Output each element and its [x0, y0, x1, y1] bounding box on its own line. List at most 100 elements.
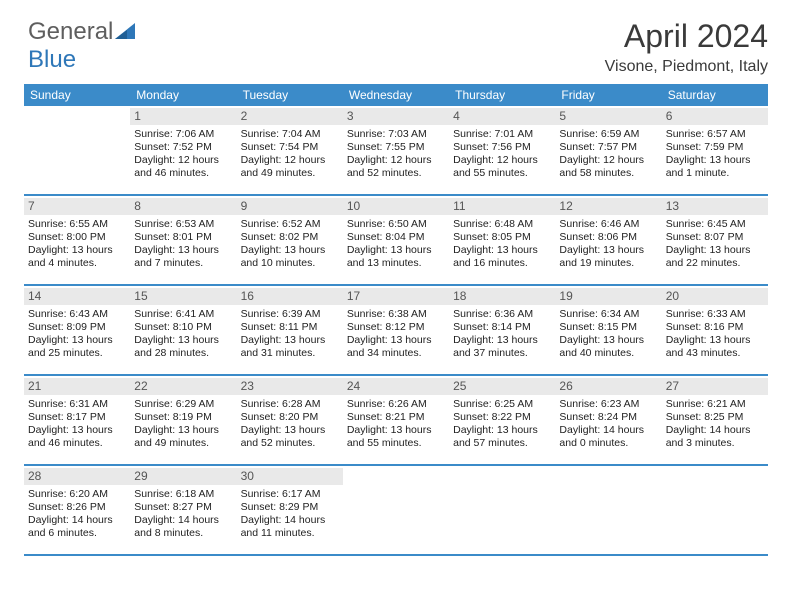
sunset-line: Sunset: 8:19 PM: [134, 411, 232, 424]
day-cell: [449, 466, 555, 554]
sunset-line: Sunset: 8:15 PM: [559, 321, 657, 334]
daylight-line: Daylight: 13 hours and 16 minutes.: [453, 244, 551, 270]
dow-cell: Tuesday: [237, 84, 343, 106]
day-cell: 10Sunrise: 6:50 AMSunset: 8:04 PMDayligh…: [343, 196, 449, 284]
day-number: 17: [343, 288, 449, 305]
sunrise-line: Sunrise: 6:39 AM: [241, 308, 339, 321]
daylight-line: Daylight: 14 hours and 8 minutes.: [134, 514, 232, 540]
dow-cell: Friday: [555, 84, 661, 106]
sunrise-line: Sunrise: 6:17 AM: [241, 488, 339, 501]
location-subtitle: Visone, Piedmont, Italy: [605, 58, 768, 76]
sunrise-line: Sunrise: 6:18 AM: [134, 488, 232, 501]
daylight-line: Daylight: 13 hours and 25 minutes.: [28, 334, 126, 360]
sunset-line: Sunset: 8:29 PM: [241, 501, 339, 514]
daylight-line: Daylight: 13 hours and 13 minutes.: [347, 244, 445, 270]
sunrise-line: Sunrise: 6:41 AM: [134, 308, 232, 321]
day-cell: 25Sunrise: 6:25 AMSunset: 8:22 PMDayligh…: [449, 376, 555, 464]
dow-cell: Sunday: [24, 84, 130, 106]
day-cell: 8Sunrise: 6:53 AMSunset: 8:01 PMDaylight…: [130, 196, 236, 284]
daylight-line: Daylight: 13 hours and 28 minutes.: [134, 334, 232, 360]
dow-cell: Saturday: [662, 84, 768, 106]
sunset-line: Sunset: 8:07 PM: [666, 231, 764, 244]
sunrise-line: Sunrise: 6:36 AM: [453, 308, 551, 321]
sunset-line: Sunset: 8:05 PM: [453, 231, 551, 244]
day-cell: 29 Sunrise: 6:18 AMSunset: 8:27 PMDayligh…: [130, 466, 236, 554]
day-number: 14: [24, 288, 130, 305]
daylight-line: Daylight: 13 hours and 55 minutes.: [347, 424, 445, 450]
sunset-line: Sunset: 7:54 PM: [241, 141, 339, 154]
day-cell: 27Sunrise: 6:21 AMSunset: 8:25 PMDayligh…: [662, 376, 768, 464]
day-cell: 12Sunrise: 6:46 AMSunset: 8:06 PMDayligh…: [555, 196, 661, 284]
daylight-line: Daylight: 13 hours and 4 minutes.: [28, 244, 126, 270]
day-number: 21: [24, 378, 130, 395]
sunset-line: Sunset: 8:11 PM: [241, 321, 339, 334]
day-number: 13: [662, 198, 768, 215]
day-cell: [343, 466, 449, 554]
sunset-line: Sunset: 8:02 PM: [241, 231, 339, 244]
daylight-line: Daylight: 12 hours and 55 minutes.: [453, 154, 551, 180]
day-cell: [555, 466, 661, 554]
sunset-line: Sunset: 8:14 PM: [453, 321, 551, 334]
sunrise-line: Sunrise: 6:20 AM: [28, 488, 126, 501]
daylight-line: Daylight: 13 hours and 22 minutes.: [666, 244, 764, 270]
day-cell: 20Sunrise: 6:33 AMSunset: 8:16 PMDayligh…: [662, 286, 768, 374]
sunset-line: Sunset: 7:52 PM: [134, 141, 232, 154]
day-number: 9: [237, 198, 343, 215]
sunset-line: Sunset: 8:12 PM: [347, 321, 445, 334]
calendar-grid: SundayMondayTuesdayWednesdayThursdayFrid…: [24, 84, 768, 556]
day-number: 28: [24, 468, 130, 485]
day-of-week-header: SundayMondayTuesdayWednesdayThursdayFrid…: [24, 84, 768, 106]
day-number: 1: [130, 108, 236, 125]
day-cell: 9Sunrise: 6:52 AMSunset: 8:02 PMDaylight…: [237, 196, 343, 284]
day-number: 2: [237, 108, 343, 125]
sunrise-line: Sunrise: 6:21 AM: [666, 398, 764, 411]
daylight-line: Daylight: 14 hours and 11 minutes.: [241, 514, 339, 540]
daylight-line: Daylight: 14 hours and 0 minutes.: [559, 424, 657, 450]
dow-cell: Wednesday: [343, 84, 449, 106]
day-cell: 2Sunrise: 7:04 AMSunset: 7:54 PMDaylight…: [237, 106, 343, 194]
day-number: 23: [237, 378, 343, 395]
sunrise-line: Sunrise: 6:55 AM: [28, 218, 126, 231]
sunrise-line: Sunrise: 6:23 AM: [559, 398, 657, 411]
day-number: 29: [130, 468, 236, 485]
daylight-line: Daylight: 13 hours and 49 minutes.: [134, 424, 232, 450]
daylight-line: Daylight: 13 hours and 57 minutes.: [453, 424, 551, 450]
day-cell: 23Sunrise: 6:28 AMSunset: 8:20 PMDayligh…: [237, 376, 343, 464]
sunrise-line: Sunrise: 6:45 AM: [666, 218, 764, 231]
week-row: 1 Sunrise: 7:06 AMSunset: 7:52 PM Daylight…: [24, 106, 768, 196]
daylight-line: Daylight: 12 hours and 58 minutes.: [559, 154, 657, 180]
sunrise-line: Sunrise: 6:25 AM: [453, 398, 551, 411]
sunset-line: Sunset: 8:22 PM: [453, 411, 551, 424]
day-cell: 15Sunrise: 6:41 AMSunset: 8:10 PMDayligh…: [130, 286, 236, 374]
day-number: 7: [24, 198, 130, 215]
daylight-line: Daylight: 13 hours and 52 minutes.: [241, 424, 339, 450]
sunrise-line: Sunrise: 6:43 AM: [28, 308, 126, 321]
week-row: 14Sunrise: 6:43 AMSunset: 8:09 PMDayligh…: [24, 286, 768, 376]
daylight-line: Daylight: 13 hours and 37 minutes.: [453, 334, 551, 360]
sunrise-line: Sunrise: 6:46 AM: [559, 218, 657, 231]
sunset-line: Sunset: 8:09 PM: [28, 321, 126, 334]
sunrise-line: Sunrise: 6:26 AM: [347, 398, 445, 411]
sunrise-line: Sunrise: 6:59 AM: [559, 128, 657, 141]
daylight-line: Daylight: 13 hours and 34 minutes.: [347, 334, 445, 360]
day-number: 4: [449, 108, 555, 125]
daylight-line: Daylight: 13 hours and 1 minute.: [666, 154, 764, 180]
day-cell: 18Sunrise: 6:36 AMSunset: 8:14 PMDayligh…: [449, 286, 555, 374]
sunset-line: Sunset: 7:55 PM: [347, 141, 445, 154]
sunrise-line: Sunrise: 6:50 AM: [347, 218, 445, 231]
sunset-line: Sunset: 8:27 PM: [134, 501, 232, 514]
sunrise-line: Sunrise: 7:03 AM: [347, 128, 445, 141]
daylight-line: Daylight: 13 hours and 7 minutes.: [134, 244, 232, 270]
sunset-line: Sunset: 8:10 PM: [134, 321, 232, 334]
day-cell: 4Sunrise: 7:01 AMSunset: 7:56 PMDaylight…: [449, 106, 555, 194]
week-row: 28Sunrise: 6:20 AMSunset: 8:26 PMDayligh…: [24, 466, 768, 556]
week-row: 7Sunrise: 6:55 AMSunset: 8:00 PMDaylight…: [24, 196, 768, 286]
sunrise-line: Sunrise: 6:31 AM: [28, 398, 126, 411]
week-row: 21Sunrise: 6:31 AMSunset: 8:17 PMDayligh…: [24, 376, 768, 466]
sunrise-line: Sunrise: 6:29 AM: [134, 398, 232, 411]
day-number: 8: [130, 198, 236, 215]
sunrise-line: Sunrise: 6:28 AM: [241, 398, 339, 411]
sunrise-line: Sunrise: 7:06 AM: [134, 128, 232, 141]
sunrise-line: Sunrise: 6:33 AM: [666, 308, 764, 321]
day-cell: 17Sunrise: 6:38 AMSunset: 8:12 PMDayligh…: [343, 286, 449, 374]
